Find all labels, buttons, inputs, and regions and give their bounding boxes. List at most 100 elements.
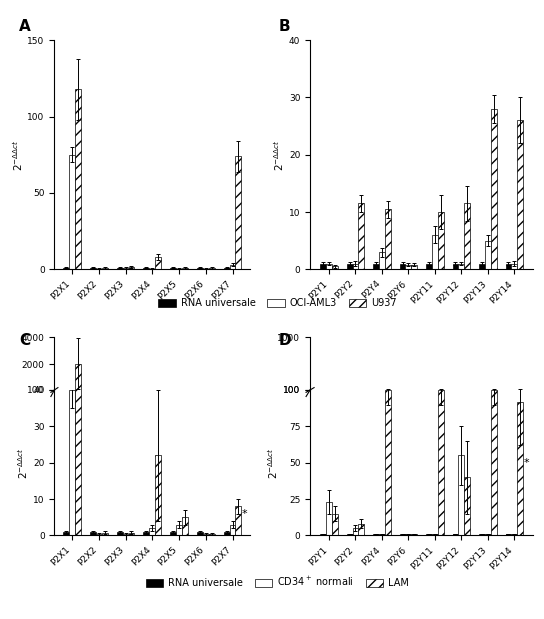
- Bar: [347, 264, 353, 269]
- Text: B: B: [279, 19, 290, 34]
- Bar: [320, 264, 326, 269]
- Bar: [353, 528, 358, 535]
- Bar: [400, 264, 405, 269]
- Bar: [453, 534, 459, 535]
- Bar: [438, 390, 443, 535]
- Bar: [491, 390, 497, 535]
- Bar: [209, 534, 214, 535]
- Text: *: *: [242, 509, 247, 519]
- Y-axis label: $2^{-\Delta\Delta ct}$: $2^{-\Delta\Delta ct}$: [273, 139, 286, 171]
- Bar: [150, 528, 155, 535]
- Legend: RNA universale, OCI-AML3, U937: RNA universale, OCI-AML3, U937: [154, 295, 400, 312]
- Bar: [491, 390, 497, 396]
- Bar: [90, 268, 96, 269]
- Bar: [155, 257, 161, 269]
- Bar: [69, 155, 75, 269]
- Text: D: D: [279, 333, 292, 348]
- Bar: [320, 534, 326, 535]
- Bar: [385, 390, 391, 396]
- Y-axis label: $2^{-\Delta\Delta ct}$: $2^{-\Delta\Delta ct}$: [267, 447, 280, 478]
- Bar: [438, 212, 443, 269]
- Bar: [459, 456, 464, 535]
- Bar: [236, 156, 242, 269]
- Bar: [505, 534, 511, 535]
- Bar: [353, 264, 358, 269]
- Bar: [517, 391, 523, 396]
- Bar: [224, 532, 230, 535]
- Bar: [358, 204, 364, 269]
- Bar: [411, 265, 417, 269]
- Text: *: *: [523, 457, 529, 468]
- Bar: [332, 266, 338, 269]
- Bar: [405, 265, 411, 269]
- Bar: [485, 241, 491, 269]
- Bar: [144, 532, 150, 535]
- Bar: [102, 532, 108, 535]
- Bar: [117, 268, 122, 269]
- Bar: [176, 524, 182, 535]
- Bar: [505, 264, 511, 269]
- Bar: [170, 268, 176, 269]
- Bar: [90, 532, 96, 535]
- Bar: [426, 264, 432, 269]
- Bar: [459, 264, 464, 269]
- Bar: [155, 456, 161, 535]
- Bar: [209, 268, 214, 269]
- Bar: [332, 514, 338, 535]
- Bar: [326, 264, 332, 269]
- Bar: [63, 268, 69, 269]
- Bar: [122, 268, 128, 269]
- Bar: [69, 390, 75, 535]
- Bar: [373, 534, 379, 535]
- Bar: [128, 532, 134, 535]
- Bar: [102, 268, 108, 269]
- Bar: [511, 534, 517, 535]
- Bar: [464, 204, 470, 269]
- Y-axis label: $2^{-\Delta\Delta ct}$: $2^{-\Delta\Delta ct}$: [17, 447, 30, 478]
- Bar: [379, 534, 385, 535]
- Bar: [75, 0, 81, 535]
- Bar: [203, 534, 209, 535]
- Bar: [405, 534, 411, 535]
- Bar: [182, 517, 188, 535]
- Text: C: C: [19, 333, 30, 348]
- Bar: [491, 109, 497, 269]
- Bar: [230, 265, 236, 269]
- Bar: [432, 534, 438, 535]
- Bar: [479, 534, 485, 535]
- Bar: [479, 264, 485, 269]
- Bar: [117, 532, 122, 535]
- Bar: [197, 268, 203, 269]
- Bar: [122, 534, 128, 535]
- Bar: [511, 264, 517, 269]
- Bar: [385, 209, 391, 269]
- Bar: [236, 506, 242, 535]
- Bar: [332, 395, 338, 396]
- Bar: [379, 252, 385, 269]
- Bar: [63, 532, 69, 535]
- Bar: [96, 534, 102, 535]
- Bar: [197, 532, 203, 535]
- Text: A: A: [19, 19, 31, 34]
- Bar: [170, 532, 176, 535]
- Bar: [358, 524, 364, 535]
- Bar: [453, 264, 459, 269]
- Bar: [224, 268, 230, 269]
- Legend: RNA universale, CD34$^+$ normali, LAM: RNA universale, CD34$^+$ normali, LAM: [142, 571, 413, 592]
- Bar: [400, 534, 405, 535]
- Bar: [432, 235, 438, 269]
- Bar: [438, 390, 443, 396]
- Bar: [75, 364, 81, 391]
- Bar: [517, 120, 523, 269]
- Bar: [459, 392, 464, 396]
- Bar: [411, 534, 417, 535]
- Bar: [426, 534, 432, 535]
- Bar: [230, 524, 236, 535]
- Bar: [75, 89, 81, 269]
- Y-axis label: $2^{-\Delta\Delta ct}$: $2^{-\Delta\Delta ct}$: [11, 139, 24, 171]
- Bar: [326, 502, 332, 535]
- Bar: [128, 267, 134, 269]
- Bar: [517, 402, 523, 535]
- Bar: [464, 477, 470, 535]
- Bar: [464, 394, 470, 396]
